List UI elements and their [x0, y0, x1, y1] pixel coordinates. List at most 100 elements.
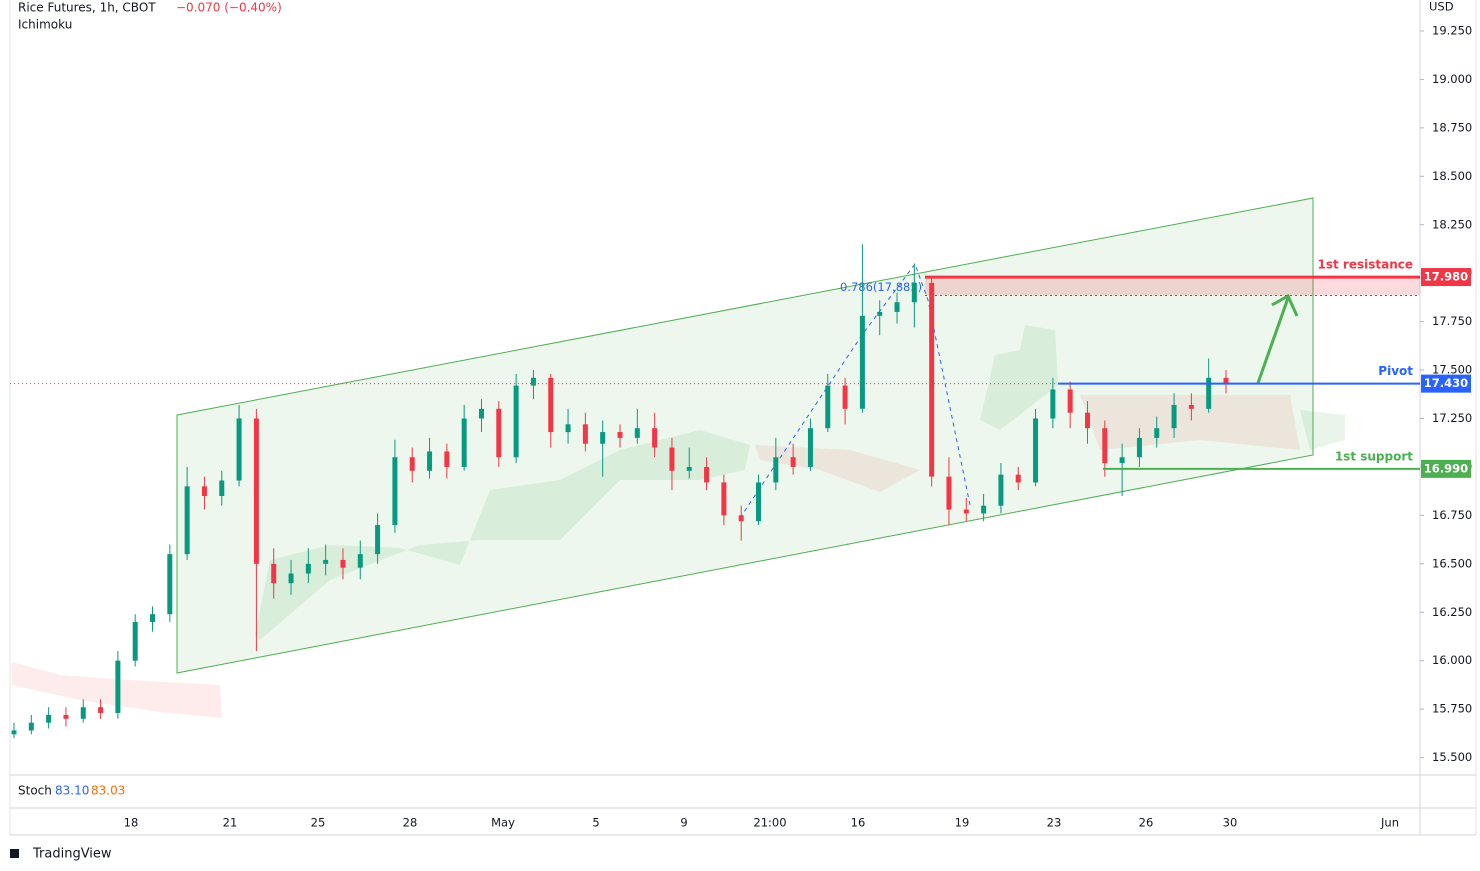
stoch-d: 83.03 — [91, 784, 125, 798]
y-tick-label: 16.750 — [1432, 508, 1472, 522]
x-tick-label: 26 — [1139, 816, 1154, 830]
candle-body — [911, 282, 917, 303]
candle-body — [998, 474, 1004, 506]
y-tick-label: 15.750 — [1432, 702, 1472, 716]
x-tick-label: 30 — [1223, 816, 1238, 830]
fib-label: 0.786(17.885) — [840, 280, 922, 294]
candle-body — [842, 385, 848, 409]
candle-body — [271, 563, 277, 584]
candle-body — [946, 476, 952, 510]
candle-body — [132, 621, 138, 661]
fib-swing — [739, 262, 971, 519]
price-tag — [1421, 268, 1471, 287]
logo — [10, 849, 19, 858]
x-tick-label: 5 — [592, 816, 599, 830]
x-tick-label: 19 — [955, 816, 970, 830]
candle-body — [565, 424, 571, 433]
candle-body — [548, 377, 554, 433]
candle-body — [357, 554, 363, 568]
arrow-head — [1271, 293, 1299, 317]
x-tick-label: 21 — [223, 816, 238, 830]
y-tick-label: 18.750 — [1432, 120, 1472, 134]
candle-body — [1050, 389, 1056, 419]
stoch-label: Stoch — [18, 784, 52, 798]
candle-body — [859, 315, 865, 409]
price-tag-label: 17.430 — [1424, 376, 1468, 390]
candle-body — [11, 730, 17, 735]
y-tick-label: 17.750 — [1432, 314, 1472, 328]
candle-body — [773, 457, 779, 483]
x-tick-label: May — [491, 816, 515, 830]
x-tick-label: Jun — [1380, 816, 1399, 830]
y-tick-label: 15.500 — [1432, 750, 1472, 764]
y-tick-label: 17.250 — [1432, 411, 1472, 425]
level-name: Pivot — [1378, 364, 1413, 378]
candle-body — [790, 457, 796, 467]
y-tick-label: 17.500 — [1432, 363, 1472, 377]
candle-body — [513, 385, 519, 458]
candle-body — [444, 451, 450, 467]
candle-body — [461, 418, 467, 467]
candle-body — [634, 428, 640, 438]
arrow — [1256, 297, 1290, 384]
candle-body — [1067, 389, 1073, 413]
candle-body — [323, 559, 329, 564]
currency: USD — [1429, 0, 1454, 14]
candle-body — [894, 302, 900, 312]
candle-body — [167, 554, 173, 615]
candle-body — [409, 457, 415, 471]
candle-body — [150, 614, 156, 622]
brand: TradingView — [32, 847, 112, 862]
candle-body — [392, 457, 398, 526]
x-tick-label: 9 — [680, 816, 687, 830]
candle-body — [236, 418, 242, 481]
candle-body — [704, 466, 710, 483]
candle-body — [1119, 457, 1125, 464]
candle-body — [1136, 437, 1142, 458]
candle-body — [1154, 428, 1160, 438]
candle-body — [1206, 377, 1212, 409]
candle-body — [929, 282, 935, 477]
candle-body — [219, 480, 225, 496]
candle-body — [686, 466, 692, 471]
x-tick-label: 25 — [311, 816, 326, 830]
y-tick-label: 19.000 — [1432, 72, 1472, 86]
x-tick-label: 21:00 — [753, 816, 786, 830]
level-name: 1st support — [1335, 449, 1413, 463]
candle-body — [738, 515, 744, 522]
ichimoku-cloud — [255, 430, 750, 640]
candle-body — [582, 424, 588, 444]
candle-body — [63, 714, 69, 719]
candle-body — [46, 714, 52, 723]
y-tick-label: 19.250 — [1432, 24, 1472, 38]
candle-body — [981, 505, 987, 514]
resistance-zone — [925, 277, 1420, 296]
candle-body — [98, 707, 104, 713]
candle-body — [652, 428, 658, 448]
candle-body — [28, 722, 34, 731]
y-tick-label: 16.000 — [1432, 653, 1472, 667]
level-name: 1st resistance — [1318, 258, 1414, 272]
x-tick-label: 23 — [1047, 816, 1062, 830]
indicator-label: Ichimoku — [18, 18, 72, 32]
price-tag-label: 16.990 — [1424, 461, 1468, 475]
candle-body — [721, 482, 727, 516]
x-tick-label: 18 — [124, 816, 139, 830]
candle-body — [877, 311, 883, 316]
candle-body — [496, 408, 502, 458]
price-tag — [1421, 374, 1471, 393]
chart-title: Rice Futures, 1h, CBOT — [18, 1, 156, 15]
candle-body — [530, 377, 536, 386]
y-tick-label: 16.500 — [1432, 556, 1472, 570]
candle-body — [80, 707, 86, 719]
candle-body — [305, 563, 311, 574]
candle-body — [184, 486, 190, 555]
y-tick-label: 18.500 — [1432, 169, 1472, 183]
stoch-k: 83.10 — [55, 784, 89, 798]
price-tag — [1421, 459, 1471, 478]
x-tick-label: 28 — [403, 816, 418, 830]
ichimoku-cloud — [980, 325, 1058, 430]
candle-body — [617, 432, 623, 438]
